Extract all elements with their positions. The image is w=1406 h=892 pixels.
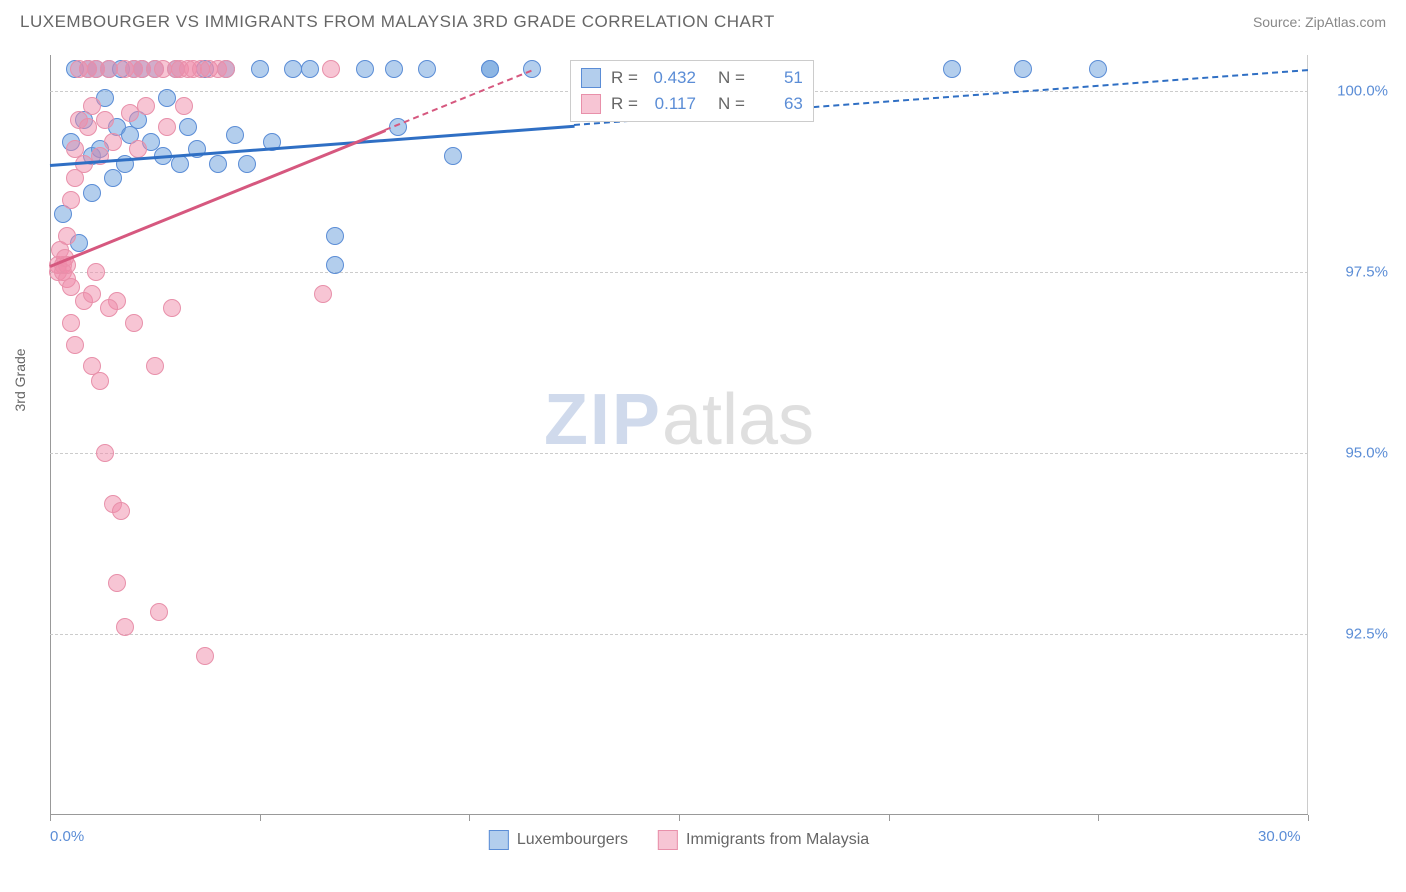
gridline [50,272,1308,273]
data-point [314,285,332,303]
data-point [129,140,147,158]
data-point [158,118,176,136]
data-point [108,574,126,592]
legend-swatch [581,68,601,88]
data-point [326,227,344,245]
right-axis-line [1307,55,1308,815]
data-point [1014,60,1032,78]
data-point [83,285,101,303]
data-point [96,444,114,462]
data-point [100,60,118,78]
legend-item: Immigrants from Malaysia [658,830,869,850]
data-point [217,60,235,78]
data-point [523,60,541,78]
legend-label: Luxembourgers [517,831,628,849]
x-tick-mark [50,815,51,821]
data-point [385,60,403,78]
data-point [326,256,344,274]
data-point [179,118,197,136]
y-tick-label: 92.5% [1345,626,1388,643]
y-axis-line [50,55,51,815]
data-point [196,647,214,665]
data-point [175,97,193,115]
stat-n-label: N = [718,94,745,114]
chart-title: LUXEMBOURGER VS IMMIGRANTS FROM MALAYSIA… [20,12,775,32]
y-tick-label: 95.0% [1345,445,1388,462]
gridline [50,634,1308,635]
data-point [481,60,499,78]
data-point [91,372,109,390]
stat-n-label: N = [718,68,745,88]
data-point [137,97,155,115]
legend-label: Immigrants from Malaysia [686,831,869,849]
data-point [146,357,164,375]
data-point [150,603,168,621]
data-point [125,314,143,332]
trend-line [385,70,533,131]
data-point [79,118,97,136]
x-tick-label: 0.0% [50,828,84,845]
x-tick-mark [1308,815,1309,821]
data-point [444,147,462,165]
data-point [62,191,80,209]
data-point [226,126,244,144]
legend-swatch [489,830,509,850]
data-point [301,60,319,78]
y-axis-label: 3rd Grade [12,348,28,411]
stats-row: R = 0.432 N = 51 [581,65,803,91]
stat-r-value: 0.432 [648,68,696,88]
gridline [50,453,1308,454]
data-point [284,60,302,78]
data-point [112,502,130,520]
data-point [100,299,118,317]
data-point [163,299,181,317]
stats-legend-box: R = 0.432 N = 51 R = 0.117 N = 63 [570,60,814,122]
legend-swatch [658,830,678,850]
data-point [116,618,134,636]
data-point [158,89,176,107]
legend-item: Luxembourgers [489,830,628,850]
data-point [83,184,101,202]
watermark: ZIPatlas [544,379,814,461]
data-point [87,263,105,281]
data-point [58,227,76,245]
data-point [96,111,114,129]
source-label: Source: ZipAtlas.com [1253,14,1386,30]
legend-swatch [581,94,601,114]
data-point [251,60,269,78]
data-point [62,314,80,332]
x-tick-label: 30.0% [1258,828,1301,845]
stat-r-label: R = [611,94,638,114]
data-point [104,133,122,151]
data-point [943,60,961,78]
stat-r-label: R = [611,68,638,88]
stat-n-value: 63 [755,94,803,114]
x-tick-mark [679,815,680,821]
data-point [356,60,374,78]
data-point [121,104,139,122]
bottom-legend: Luxembourgers Immigrants from Malaysia [489,830,869,850]
x-tick-mark [469,815,470,821]
data-point [418,60,436,78]
y-tick-label: 100.0% [1337,83,1388,100]
stats-row: R = 0.117 N = 63 [581,91,803,117]
stat-n-value: 51 [755,68,803,88]
chart-area: 3rd Grade 92.5%95.0%97.5%100.0% 0.0%30.0… [50,55,1308,815]
data-point [209,155,227,173]
data-point [1089,60,1107,78]
data-point [322,60,340,78]
data-point [238,155,256,173]
x-tick-mark [1098,815,1099,821]
x-tick-mark [889,815,890,821]
x-tick-mark [260,815,261,821]
data-point [66,336,84,354]
data-point [104,169,122,187]
stat-r-value: 0.117 [648,94,696,114]
y-tick-label: 97.5% [1345,264,1388,281]
